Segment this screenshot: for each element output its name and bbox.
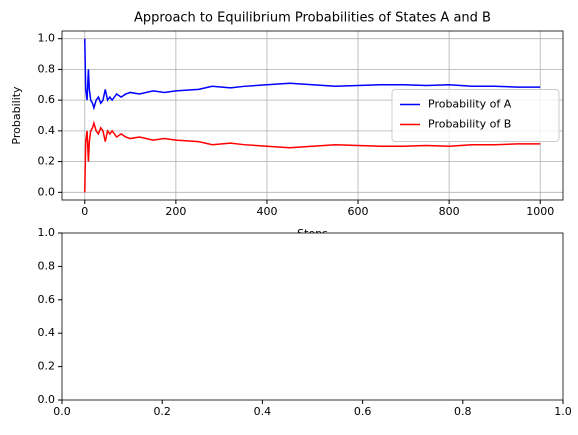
y-tick-label: 0.6 bbox=[38, 93, 56, 106]
x-tick-label: 1.0 bbox=[554, 405, 572, 418]
y-tick-label: 0.4 bbox=[38, 124, 56, 137]
x-tick-label: 1000 bbox=[526, 205, 554, 218]
chart-title: Approach to Equilibrium Probabilities of… bbox=[134, 11, 491, 26]
x-tick-label: 600 bbox=[348, 205, 369, 218]
axes-frame bbox=[61, 30, 564, 201]
x-tick-label: 800 bbox=[439, 205, 460, 218]
y-tick-label: 0.8 bbox=[38, 62, 56, 75]
x-tick-label: 0 bbox=[81, 205, 88, 218]
y-tick-label: 0.4 bbox=[38, 326, 56, 339]
legend-box bbox=[391, 89, 560, 142]
x-tick-label: 0.6 bbox=[354, 405, 372, 418]
y-tick-label: 1.0 bbox=[38, 226, 56, 239]
legend-label: Probability of B bbox=[428, 118, 511, 131]
x-tick-label: 400 bbox=[256, 205, 277, 218]
y-tick-label: 1.0 bbox=[38, 32, 56, 45]
x-tick-label: 200 bbox=[165, 205, 186, 218]
y-tick-label: 0.6 bbox=[38, 293, 56, 306]
y-tick-label: 0.0 bbox=[38, 185, 56, 198]
x-tick-label: 0.8 bbox=[454, 405, 472, 418]
x-tick-label: 0.2 bbox=[153, 405, 171, 418]
legend-label: Probability of A bbox=[428, 98, 512, 111]
y-tick-label: 0.8 bbox=[38, 259, 56, 272]
y-tick-label: 0.2 bbox=[38, 360, 56, 373]
series-line bbox=[84, 38, 541, 111]
y-axis-label: Probability bbox=[10, 86, 23, 145]
y-tick-label: 0.2 bbox=[38, 155, 56, 168]
x-tick-label: 0.4 bbox=[254, 405, 272, 418]
axes-frame bbox=[61, 232, 564, 401]
axes-background bbox=[62, 233, 563, 400]
x-tick-label: 0.0 bbox=[53, 405, 71, 418]
series-line bbox=[84, 120, 541, 193]
y-tick-label: 0.0 bbox=[38, 393, 56, 406]
